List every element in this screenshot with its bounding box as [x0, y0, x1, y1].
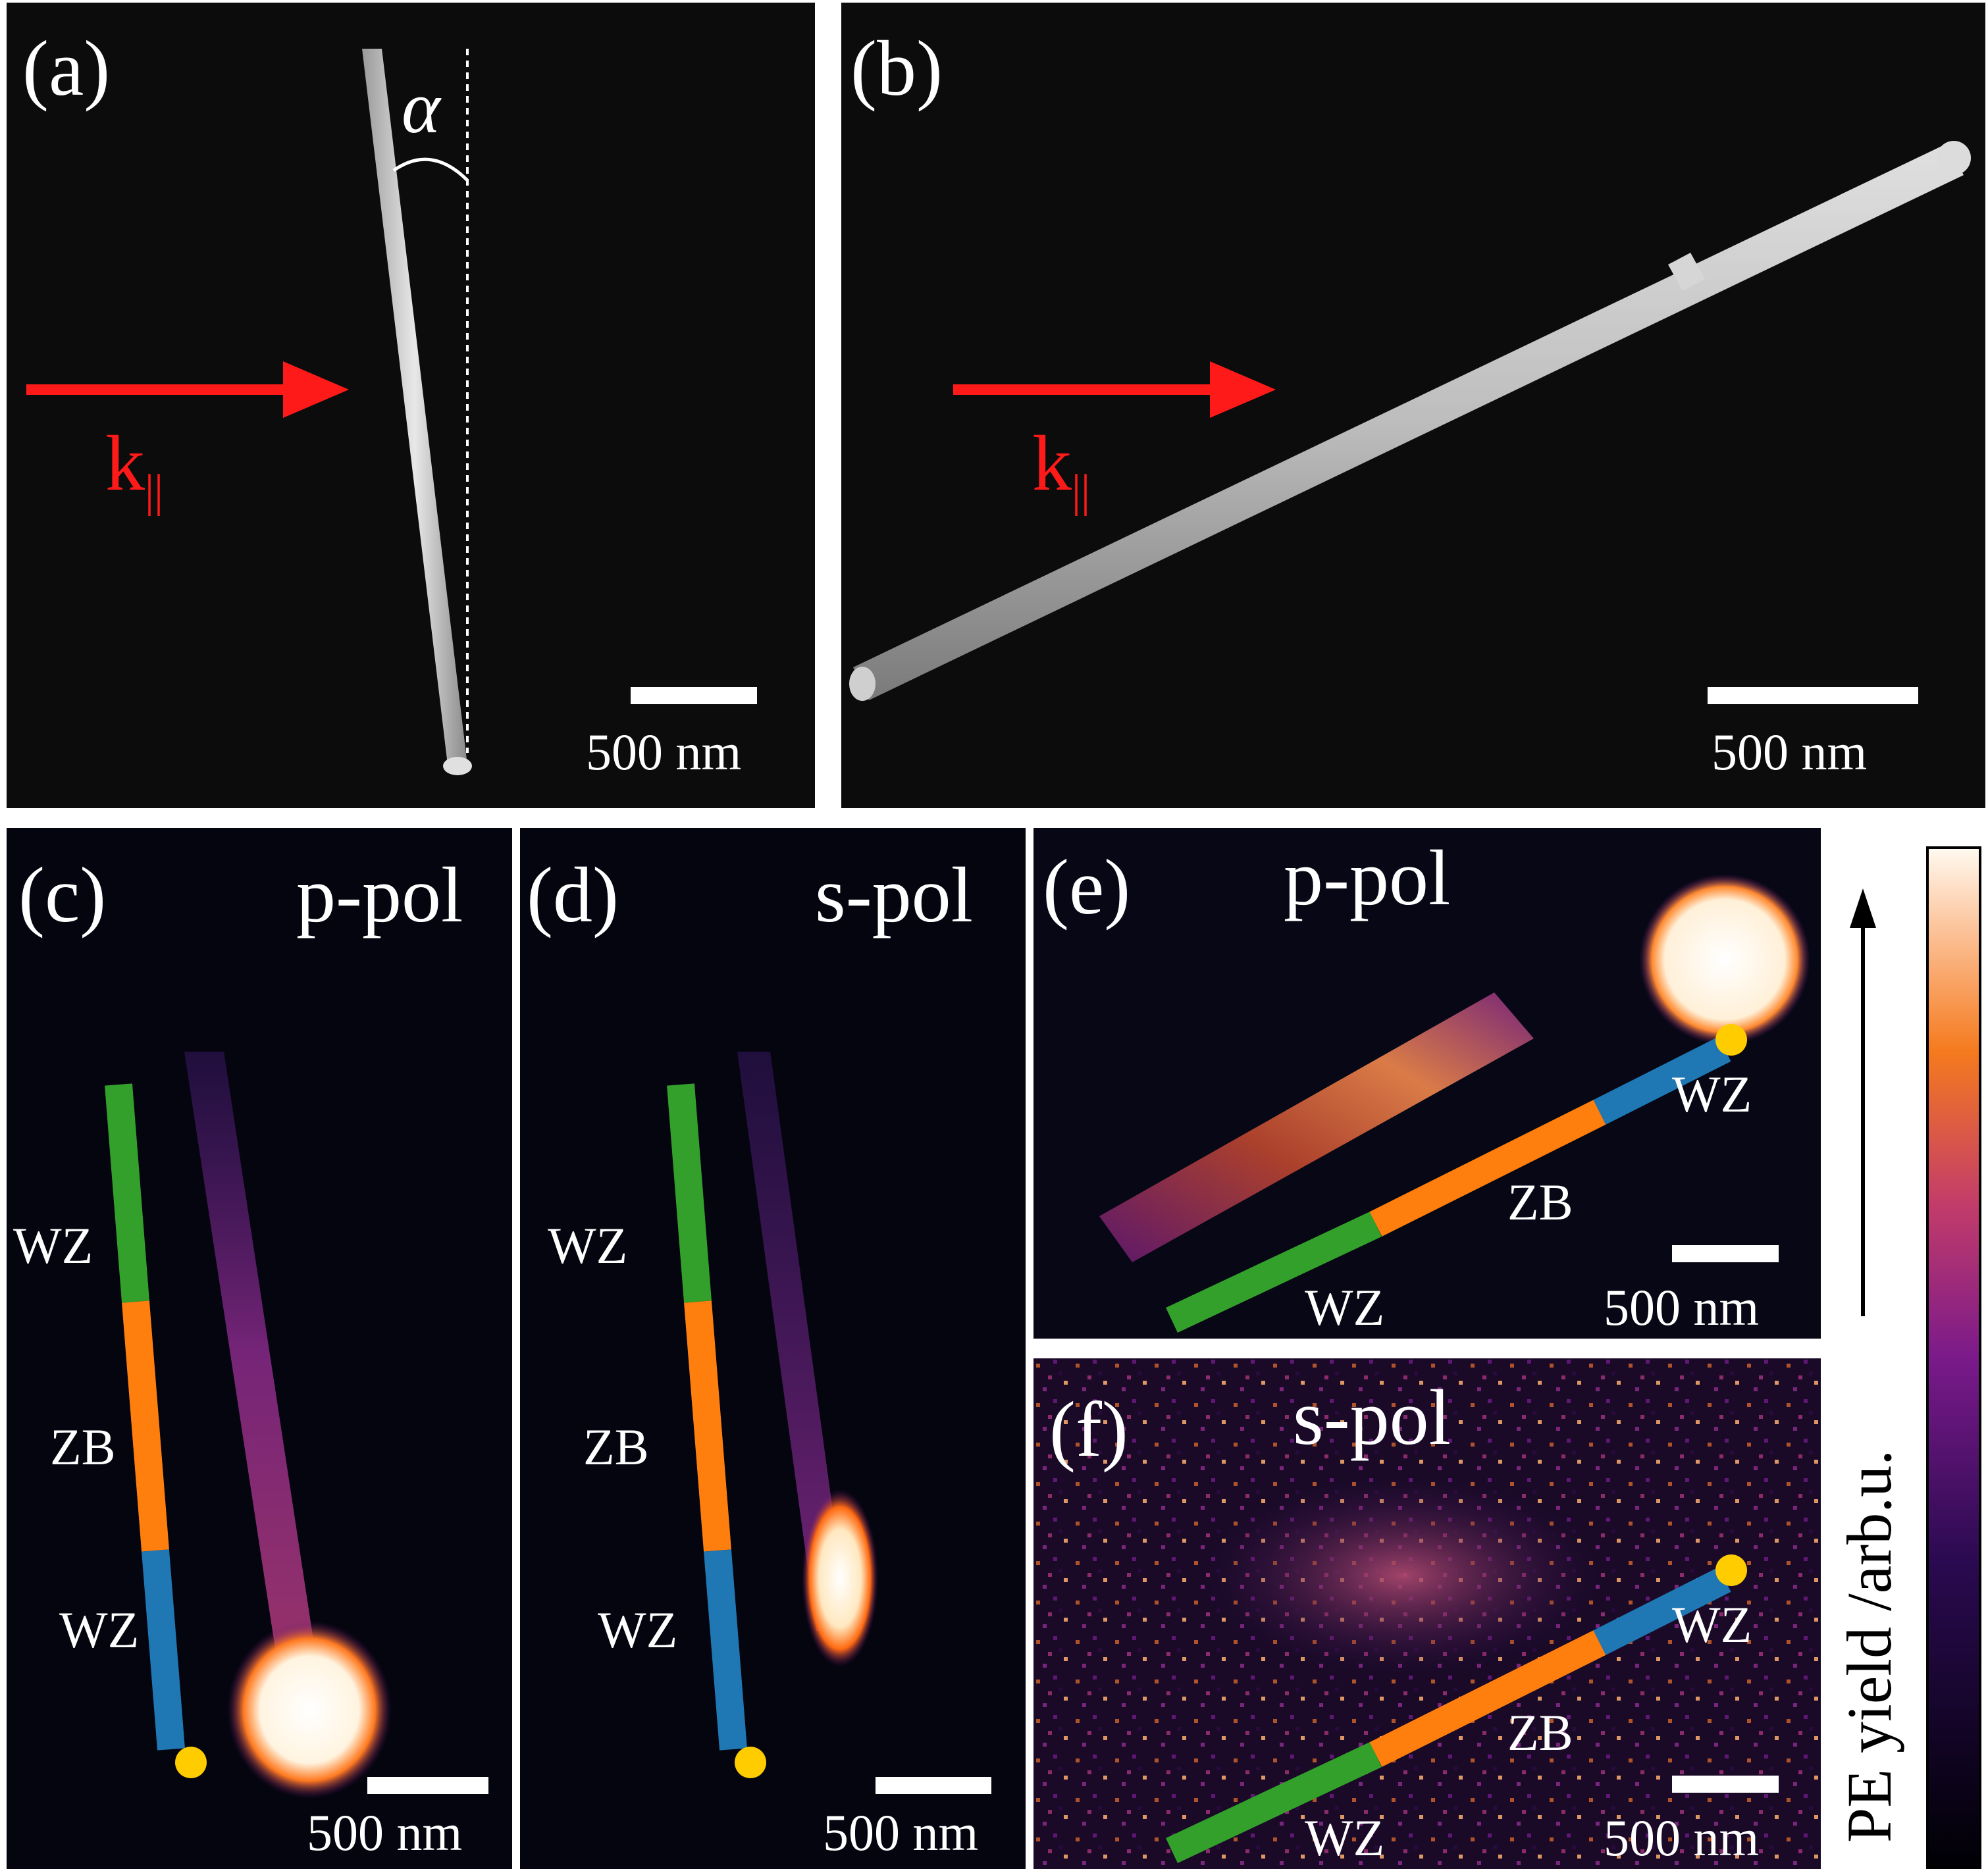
nanowire-b: [853, 143, 1964, 700]
panel-c-graphics: [105, 1052, 488, 1799]
panel-d-label: (d): [527, 851, 619, 938]
scale-bar-c: [367, 1777, 488, 1794]
emission-trace-e: [1099, 992, 1534, 1262]
emission-trace-d: [737, 1052, 849, 1631]
nanowire-a-tip: [443, 757, 472, 775]
angle-alpha-label: α: [402, 67, 440, 149]
colorbar-title: PE yield /arb.u.: [1834, 1449, 1904, 1843]
tip-marker-f: [1715, 1554, 1747, 1586]
segment-zb-e: [1369, 1100, 1606, 1237]
scale-text-e: 500 nm: [1604, 1279, 1760, 1336]
scale-text-f: 500 nm: [1604, 1809, 1760, 1866]
colorbar-graphics: [1850, 846, 1981, 1869]
emission-hotspot-d: [802, 1489, 878, 1667]
scale-text-c: 500 nm: [307, 1804, 463, 1861]
panel-a-graphics: [26, 49, 757, 775]
panel-e-label: (e): [1043, 843, 1131, 931]
segment-label-wz-1-f: WZ: [1305, 1809, 1385, 1866]
emission-hotspot-c: [227, 1621, 392, 1799]
pol-label-f: s-pol: [1293, 1373, 1451, 1461]
segment-label-wz-2-e: WZ: [1672, 1065, 1752, 1123]
scale-bar-a: [631, 687, 757, 704]
segment-zb-c: [122, 1300, 169, 1552]
emission-glow-f: [1205, 1477, 1600, 1674]
panel-c: (c) p-pol WZ ZB WZ 500 nm: [7, 828, 512, 1869]
scale-bar-f: [1672, 1776, 1779, 1793]
segment-label-zb-e: ZB: [1507, 1173, 1573, 1231]
nanowire-b-segment: [1668, 253, 1705, 291]
segment-label-wz-2-f: WZ: [1672, 1596, 1752, 1653]
colorbar: [1926, 846, 1981, 1869]
emission-hotspot-e: [1639, 874, 1810, 1045]
colorbar-arrow-head: [1850, 888, 1876, 928]
tip-marker-e: [1715, 1024, 1747, 1056]
segment-label-wz-1-c: WZ: [13, 1217, 93, 1274]
segment-wz-top-c: [142, 1549, 185, 1751]
segment-label-wz-1-e: WZ: [1305, 1279, 1385, 1336]
scale-bar-e: [1672, 1245, 1779, 1262]
pol-label-d: s-pol: [815, 851, 973, 938]
scale-bar-b: [1708, 687, 1918, 704]
tip-marker-d: [735, 1747, 766, 1778]
tip-marker-c: [175, 1747, 207, 1778]
pol-label-e: p-pol: [1284, 834, 1451, 921]
panel-f-graphics: [1033, 1358, 1821, 1869]
k-subscript: ||: [145, 466, 164, 517]
panel-d: (d) s-pol WZ ZB WZ 500 nm: [520, 828, 1026, 1869]
k-arrow-b-head: [1210, 361, 1276, 418]
emission-trace-c: [184, 1052, 316, 1657]
panel-b-label: (b): [850, 24, 943, 112]
panel-e: (e) p-pol WZ ZB WZ 500 nm: [1033, 828, 1821, 1339]
segment-label-wz-1-d: WZ: [548, 1217, 628, 1274]
k-arrow-a-head: [283, 361, 349, 418]
panel-f: (f) s-pol WZ ZB WZ 500 nm: [1033, 1358, 1821, 1869]
panel-a-label: (a): [22, 24, 111, 112]
k-parallel-label-b: k||: [1032, 424, 1090, 515]
nanowire-b-tip: [1937, 141, 1971, 175]
panel-f-label: (f): [1049, 1385, 1128, 1473]
segment-label-zb-c: ZB: [50, 1418, 116, 1475]
segment-wz-bottom-d: [667, 1083, 712, 1303]
segment-wz-top-d: [704, 1549, 747, 1751]
scale-text-d: 500 nm: [823, 1804, 979, 1861]
segment-zb-d: [684, 1300, 731, 1552]
nanowire-a: [362, 49, 467, 765]
segment-label-wz-2-c: WZ: [59, 1601, 140, 1658]
scale-text-a: 500 nm: [586, 723, 742, 781]
segment-wz-bottom-c: [105, 1083, 149, 1303]
segment-wz-bottom-e: [1166, 1212, 1382, 1333]
segment-zb-f: [1369, 1630, 1606, 1767]
panel-b: (b) k|| 500 nm: [841, 3, 1985, 808]
k-label: k: [1032, 419, 1072, 507]
segment-wz-top-e: [1593, 1037, 1731, 1125]
k-subscript: ||: [1072, 466, 1091, 517]
segment-label-wz-2-d: WZ: [598, 1601, 678, 1658]
segment-wz-bottom-f: [1166, 1742, 1382, 1863]
pol-label-c: p-pol: [296, 851, 463, 938]
segment-label-zb-f: ZB: [1507, 1704, 1573, 1761]
angle-arc: [392, 157, 469, 182]
panel-a: (a) α k|| 500 nm: [7, 3, 815, 808]
panel-d-graphics: [667, 1052, 991, 1794]
segment-label-zb-d: ZB: [583, 1418, 649, 1475]
k-parallel-label-a: k||: [105, 424, 163, 515]
panel-e-graphics: [1099, 874, 1810, 1333]
k-label: k: [105, 419, 145, 507]
nanowire-b-base: [849, 667, 876, 701]
panel-c-label: (c): [18, 851, 107, 938]
panel-b-graphics: [849, 141, 1971, 704]
segment-wz-top-f: [1593, 1567, 1731, 1655]
scale-text-b: 500 nm: [1712, 723, 1868, 781]
scale-bar-d: [876, 1777, 991, 1794]
